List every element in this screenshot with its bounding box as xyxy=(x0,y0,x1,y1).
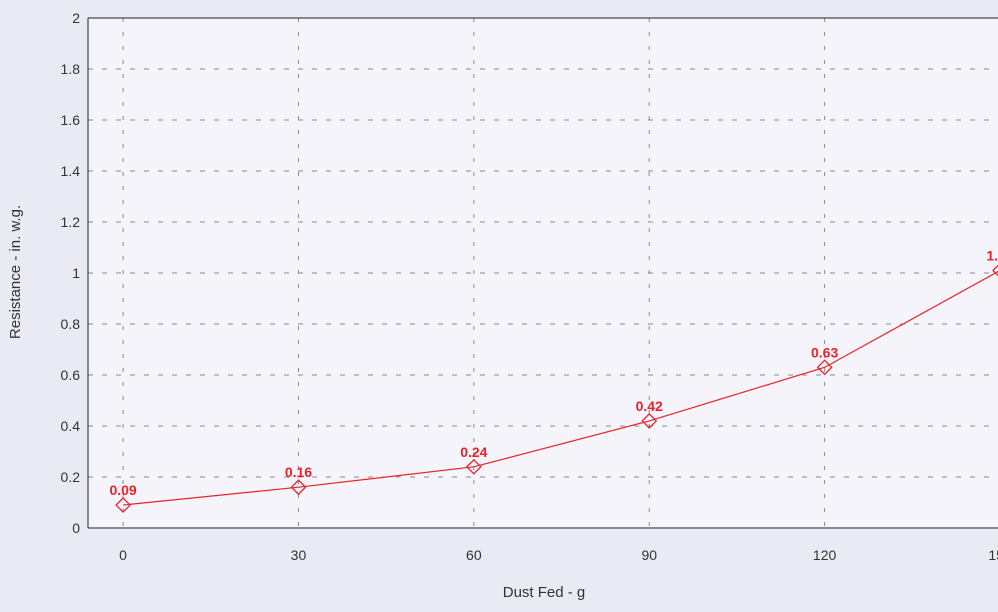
data-label-5: 1.01 xyxy=(986,247,998,263)
data-point-5 xyxy=(992,264,998,277)
y-tick-label-1: 0.2 xyxy=(61,469,81,485)
data-point-4 xyxy=(816,359,833,376)
x-tick-label-2: 60 xyxy=(466,547,482,563)
y-tick-label-5: 1 xyxy=(72,265,80,281)
data-labels: 0.09 0.16 0.24 0.42 0.63 1.01 xyxy=(109,247,998,498)
data-label-0: 0.09 xyxy=(109,482,136,498)
data-label-4: 0.63 xyxy=(811,344,838,360)
y-tick-label-6: 1.2 xyxy=(61,214,81,230)
y-tick-label-10: 2 xyxy=(72,10,80,26)
data-point-2 xyxy=(465,458,482,475)
grid-lines xyxy=(88,18,998,528)
x-tick-label-5: 150 xyxy=(988,547,998,563)
x-axis-label: Dust Fed - g xyxy=(503,584,586,601)
data-label-2: 0.24 xyxy=(460,444,487,460)
y-axis-label: Resistance - in. w.g. xyxy=(7,205,24,339)
x-tick-label-3: 90 xyxy=(641,547,657,563)
y-tick-label-4: 0.8 xyxy=(61,316,81,332)
data-point-3 xyxy=(641,412,658,429)
x-tick-label-0: 0 xyxy=(119,547,127,563)
data-point-0 xyxy=(115,497,131,513)
y-tick-label-8: 1.6 xyxy=(61,112,81,128)
series-line-0 xyxy=(123,270,998,506)
data-series xyxy=(115,264,998,513)
x-tick-label-4: 120 xyxy=(813,547,837,563)
axes xyxy=(87,17,998,529)
y-tick-label-3: 0.6 xyxy=(61,367,81,383)
data-label-1: 0.16 xyxy=(285,464,312,480)
y-tick-label-9: 1.8 xyxy=(61,61,81,77)
x-tick-label-1: 30 xyxy=(291,547,307,563)
y-tick-label-7: 1.4 xyxy=(61,163,81,179)
y-tick-label-2: 0.4 xyxy=(61,418,81,434)
data-point-1 xyxy=(290,479,307,496)
tick-labels: 0 0.2 0.4 0.6 0.8 1 1.2 1.4 1.6 1.8 2 0 30 60 90 120 150 xyxy=(61,10,998,563)
y-tick-label-0: 0 xyxy=(72,520,80,536)
data-label-3: 0.42 xyxy=(636,398,663,414)
